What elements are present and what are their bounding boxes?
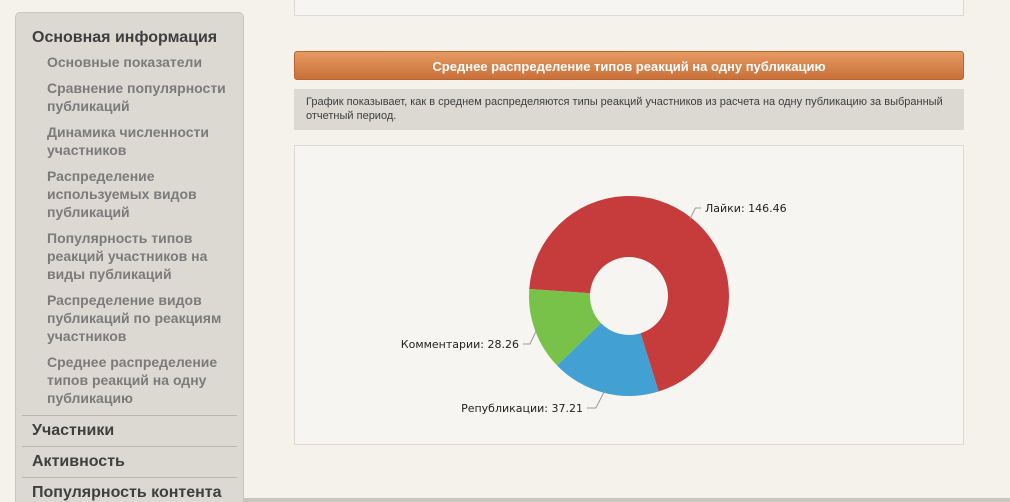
nav-item-publication-popularity[interactable]: Сравнение популярности публикаций xyxy=(47,80,226,114)
leader-line xyxy=(523,329,538,345)
nav-divider xyxy=(22,446,237,447)
nav-item-main-indicators[interactable]: Основные показатели xyxy=(47,54,203,70)
horizontal-scrollbar[interactable] xyxy=(244,498,1010,502)
nav-item-participant-dynamics[interactable]: Динамика численности участников xyxy=(47,124,210,158)
previous-chart-box xyxy=(294,0,964,16)
donut-chart: Лайки: 146.46 Републикации: 37.21 Коммента… xyxy=(401,196,787,415)
nav-divider xyxy=(22,415,237,416)
leader-line xyxy=(587,390,606,409)
leader-line xyxy=(689,207,701,220)
nav-divider xyxy=(22,477,237,478)
slice-label: Лайки: 146.46 xyxy=(705,202,787,215)
nav-section-main[interactable]: Основная информация xyxy=(32,29,218,46)
section-header: Среднее распределение типов реакций на о… xyxy=(294,51,964,80)
donut-slice[interactable] xyxy=(529,289,601,366)
nav-item-publication-types-distribution[interactable]: Распределение используемых видов публика… xyxy=(47,168,197,220)
nav-section-popularity[interactable]: Популярность контента xyxy=(32,484,222,501)
nav-item-reaction-types-popularity[interactable]: Популярность типов реакций участников на… xyxy=(47,230,208,282)
nav-item-publications-by-reactions[interactable]: Распределение видов публикаций по реакци… xyxy=(47,292,222,344)
sidebar-nav: Основная информация Основные показатели … xyxy=(15,12,244,502)
donut-slice[interactable] xyxy=(557,323,659,396)
slice-label: Републикации: 37.21 xyxy=(461,402,583,415)
nav-sub-list: Основные показатели Сравнение популярнос… xyxy=(22,53,237,407)
slice-label: Комментарии: 28.26 xyxy=(401,338,519,351)
nav-section-activity[interactable]: Активность xyxy=(32,453,125,470)
donut-slice[interactable] xyxy=(529,196,729,392)
chart-description: График показывает, как в среднем распред… xyxy=(294,89,964,130)
chart-container: Лайки: 146.46 Републикации: 37.21 Коммента… xyxy=(294,145,964,445)
nav-section-participants[interactable]: Участники xyxy=(32,422,115,439)
nav-item-average-reaction-distribution[interactable]: Среднее распределение типов реакций на о… xyxy=(47,354,218,406)
